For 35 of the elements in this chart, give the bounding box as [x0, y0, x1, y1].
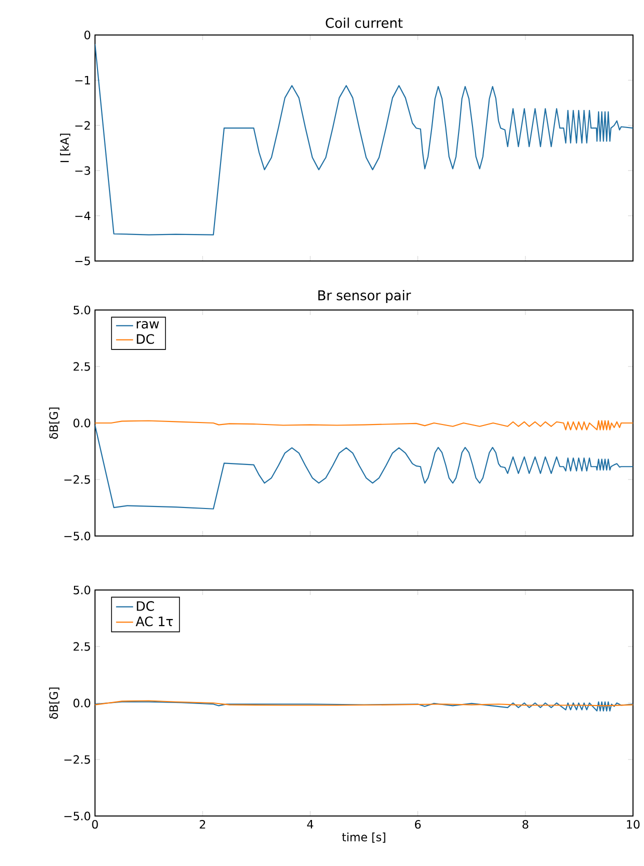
y-tick-label: 0.0 — [74, 698, 90, 708]
line-series — [95, 420, 634, 430]
y-tick-label: 2.5 — [74, 362, 90, 371]
y-tick-label: 0 — [84, 30, 90, 40]
x-tick-label: 10 — [626, 820, 640, 829]
y-tick-label: −3 — [75, 166, 90, 175]
y-tick-label: −1 — [75, 76, 90, 84]
y-axis-title: δB[G] — [49, 688, 60, 719]
legend-label: raw — [136, 321, 159, 329]
x-tick-label: 0 — [92, 820, 98, 829]
x-tick-label: 8 — [522, 820, 528, 829]
y-tick-label: 5.0 — [74, 306, 90, 314]
y-tick-label: −5.0 — [64, 812, 90, 820]
y-axis-title: δB[G] — [49, 408, 60, 439]
y-tick-label: −2.5 — [64, 475, 90, 484]
y-tick-label: −5.0 — [64, 532, 90, 540]
x-tick-label: 2 — [200, 820, 206, 829]
line-series — [95, 43, 634, 236]
x-axis-title: time [s] — [342, 832, 386, 843]
line-series — [95, 424, 634, 510]
y-axis-title: I [kA] — [60, 134, 70, 162]
y-tick-label: −2.5 — [64, 755, 90, 764]
y-tick-label: 0.0 — [74, 418, 90, 428]
y-tick-label: 5.0 — [74, 586, 90, 594]
chart-title: Br sensor pair — [318, 290, 411, 303]
y-tick-label: −5 — [75, 256, 90, 266]
y-tick-label: −2 — [75, 121, 90, 130]
chart-title: Coil current — [326, 18, 403, 28]
legend-label: AC 1τ — [136, 616, 173, 626]
y-tick-label: −4 — [75, 212, 90, 220]
y-tick-label: 2.5 — [74, 642, 90, 651]
legend-label: DC — [136, 334, 154, 344]
legend-label: DC — [136, 601, 154, 611]
x-tick-label: 6 — [414, 820, 421, 829]
x-tick-label: 4 — [307, 820, 314, 828]
